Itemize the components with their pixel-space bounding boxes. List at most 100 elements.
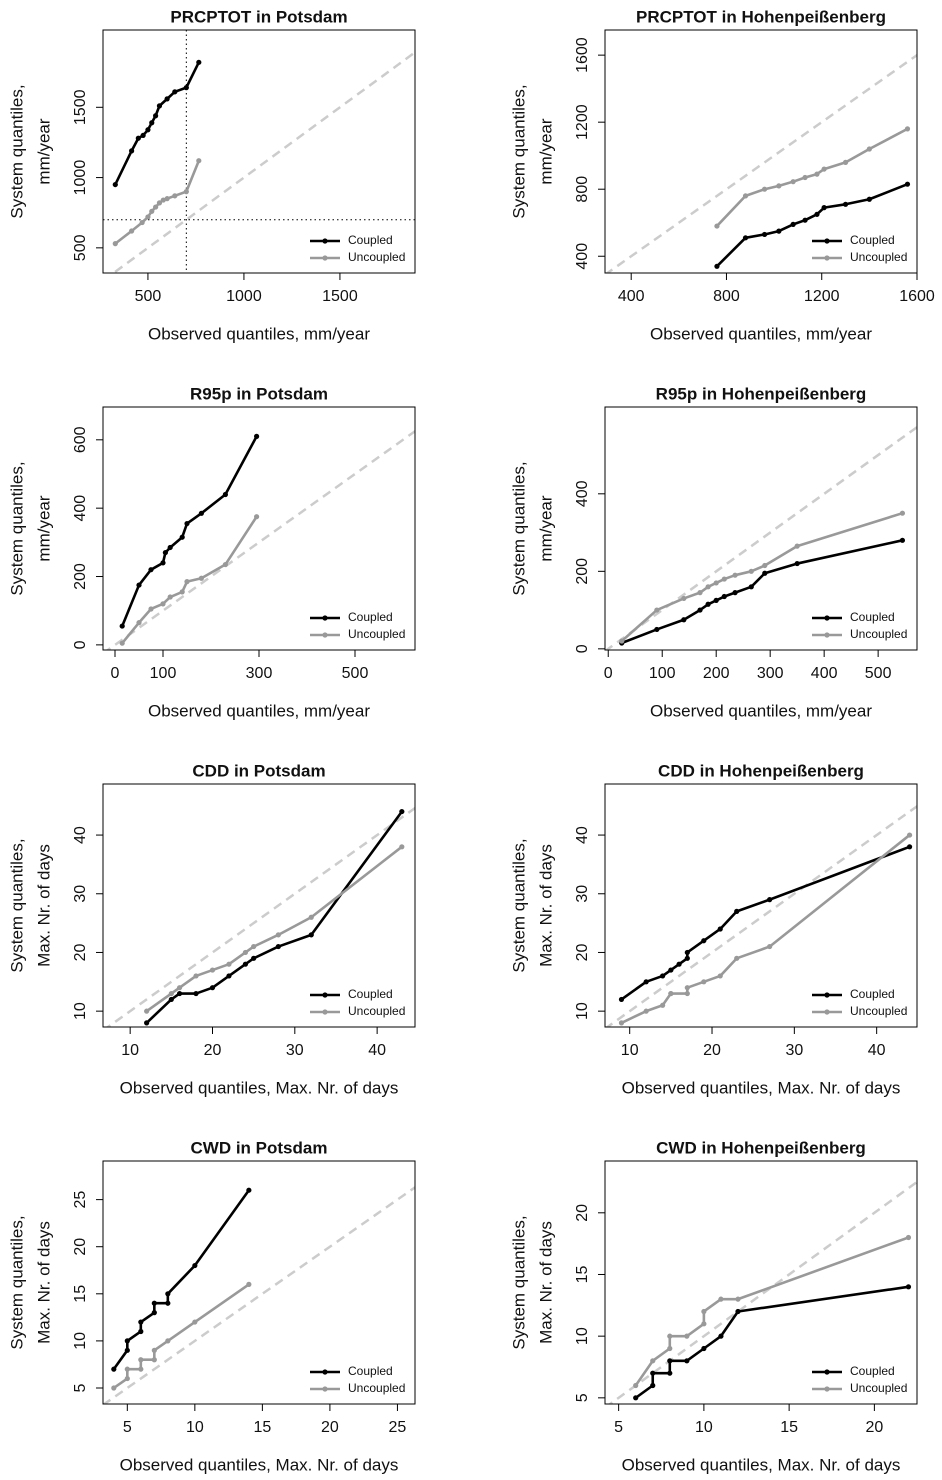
- x-tick-label: 1200: [804, 288, 840, 305]
- series-point: [748, 584, 754, 590]
- series-point: [684, 985, 690, 991]
- panel: R95p in Hohenpeißenberg Observed quantile…: [509, 384, 918, 720]
- series-point: [705, 584, 711, 590]
- series-point: [145, 127, 151, 133]
- series-point: [136, 620, 142, 626]
- series-point: [732, 590, 738, 596]
- legend-marker: [322, 632, 328, 638]
- series-point: [308, 914, 314, 920]
- x-tick-label: 5: [614, 1419, 623, 1436]
- series-point: [275, 943, 281, 950]
- legend-marker: [824, 1369, 830, 1375]
- plot-frame: [102, 783, 416, 1028]
- series-line: [113, 1283, 250, 1390]
- x-tick-label: 10: [121, 1042, 139, 1059]
- series-point: [222, 491, 228, 498]
- x-axis-label: Observed quantiles, Max. Nr. of days: [622, 1455, 901, 1474]
- panel: CDD in Potsdam Observed quantiles, Max. N…: [7, 761, 416, 1097]
- series-point: [124, 1366, 130, 1372]
- legend-label: Uncoupled: [348, 1004, 405, 1018]
- legend-label: Uncoupled: [850, 250, 907, 264]
- series-point: [145, 214, 151, 220]
- legend-marker: [322, 992, 328, 998]
- plot-frame: [604, 1160, 918, 1405]
- identity-line: [103, 1185, 415, 1404]
- x-tick-label: 30: [286, 1042, 304, 1059]
- panel: CDD in Hohenpeißenberg Observed quantiles…: [509, 761, 918, 1097]
- series-point: [718, 1333, 724, 1339]
- series-point: [767, 943, 773, 950]
- series-point: [196, 158, 202, 164]
- series-point: [721, 593, 727, 600]
- series-point: [222, 561, 228, 568]
- y-tick-label: 0: [574, 644, 591, 653]
- series-point: [138, 1328, 144, 1335]
- series-point: [129, 228, 135, 234]
- panel-title: CDD in Potsdam: [192, 761, 325, 780]
- series-point: [176, 990, 183, 997]
- series-point: [701, 1345, 707, 1352]
- series-point: [164, 96, 170, 102]
- series-point: [721, 576, 727, 582]
- series-point: [667, 1370, 673, 1376]
- x-tick-label: 10: [186, 1419, 204, 1436]
- series-point: [198, 510, 204, 516]
- series-point: [717, 926, 723, 932]
- y-tick-label: 40: [574, 826, 591, 844]
- series-point: [681, 617, 687, 623]
- y-axis-label: mm/year: [34, 495, 53, 561]
- series-point: [713, 580, 719, 586]
- series-point: [684, 949, 690, 956]
- series-point: [209, 967, 216, 973]
- series-point: [246, 1281, 252, 1287]
- legend-label: Coupled: [348, 987, 393, 1001]
- series-point: [684, 1333, 690, 1339]
- y-axis-label: System quantiles,: [509, 1215, 528, 1349]
- series-line: [121, 515, 258, 644]
- series-point: [151, 1310, 157, 1316]
- panel: PRCPTOT in Potsdam Observed quantiles, mm…: [7, 7, 416, 343]
- x-axis-label: Observed quantiles, Max. Nr. of days: [120, 1455, 399, 1474]
- y-axis-label: System quantiles,: [7, 461, 26, 595]
- panel: PRCPTOT in Hohenpeißenberg Observed quant…: [509, 7, 934, 343]
- series-point: [618, 1020, 625, 1026]
- y-tick-label: 15: [574, 1265, 591, 1283]
- legend-marker: [322, 615, 328, 621]
- series-line: [621, 539, 903, 645]
- series-point: [399, 808, 405, 815]
- series-point: [732, 572, 738, 578]
- series-point: [242, 961, 249, 967]
- panel-title: R95p in Potsdam: [190, 384, 328, 403]
- y-tick-label: 20: [72, 943, 89, 961]
- x-tick-label: 20: [865, 1419, 883, 1436]
- y-tick-label: 400: [574, 480, 591, 507]
- series-point: [226, 961, 232, 967]
- series-point: [762, 570, 768, 576]
- series-point: [701, 1308, 707, 1315]
- series-point: [168, 990, 174, 997]
- series-point: [193, 990, 199, 997]
- panel: CWD in Potsdam Observed quantiles, Max. N…: [7, 1138, 416, 1474]
- series-point: [790, 179, 796, 185]
- y-tick-label: 1200: [574, 104, 591, 140]
- identity-line: [605, 425, 917, 650]
- x-tick-label: 100: [150, 665, 177, 682]
- x-axis-label: Observed quantiles, Max. Nr. of days: [622, 1078, 901, 1097]
- series-point: [814, 211, 820, 217]
- series-point: [399, 844, 405, 850]
- series-point: [802, 217, 808, 223]
- series-point: [164, 196, 170, 202]
- y-tick-label: 5: [574, 1393, 591, 1402]
- y-tick-label: 40: [72, 826, 89, 844]
- identity-line: [605, 53, 917, 273]
- series-point: [165, 1291, 171, 1297]
- y-tick-label: 10: [574, 1002, 591, 1020]
- series-point: [734, 908, 740, 914]
- series-point: [684, 1358, 690, 1364]
- series-point: [701, 938, 707, 944]
- series-point: [308, 932, 314, 938]
- x-tick-label: 1500: [322, 288, 358, 305]
- series-point: [705, 601, 711, 607]
- series-point: [179, 589, 185, 595]
- legend-label: Coupled: [850, 987, 895, 1001]
